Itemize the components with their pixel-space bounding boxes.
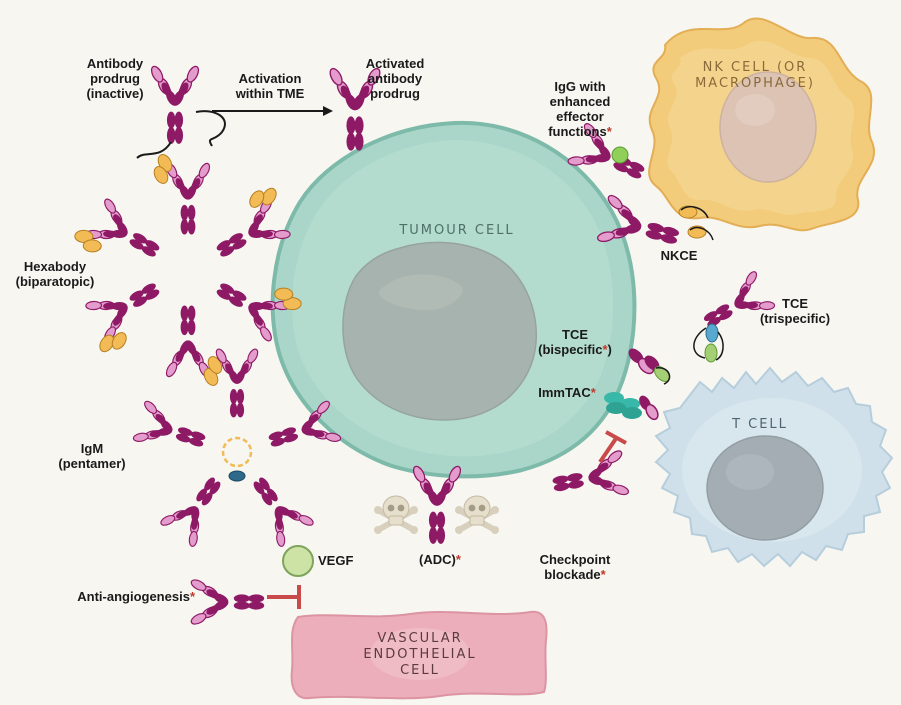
asterisk-immtac: *: [590, 385, 596, 400]
hexabody-line-2: (biparatopic): [15, 274, 95, 289]
activated-prodrug-label: Activated antibody prodrug: [350, 56, 440, 101]
vascular-label-line-3: CELL: [400, 663, 440, 678]
vascular-endothelial-cell: [290, 610, 548, 700]
activated-prodrug-line-1: Activated: [365, 56, 425, 71]
tce-bispecific-text: (bispecific: [538, 342, 603, 357]
j-chain: [228, 470, 246, 482]
igm-line-1: IgM: [80, 441, 104, 456]
igg-enhanced-line-2: enhanced: [549, 94, 611, 109]
tce-bispecific-line-2: (bispecific*): [525, 342, 625, 357]
asterisk-adc: *: [455, 552, 461, 567]
antibody-prodrug-line-1: Antibody: [86, 56, 144, 71]
anti-angiogenesis-text: Anti-angiogenesis: [77, 589, 190, 604]
nkce-label: NKCE: [660, 248, 698, 263]
t-cell: [654, 366, 894, 568]
tce-trispecific-line-2: (trispecific): [759, 311, 831, 326]
igg-enhanced-label: IgG with enhanced effector functions*: [530, 79, 630, 139]
tce-trispecific-label: TCE (trispecific): [745, 296, 845, 326]
hexabody-label: Hexabody (biparatopic): [5, 259, 105, 289]
tumour-cell: [270, 120, 637, 479]
nk-label-line-1: NK CELL (OR: [702, 60, 808, 75]
activation-arrow: [212, 106, 333, 116]
nkce-antibody: [594, 191, 714, 263]
activated-prodrug-line-3: prodrug: [370, 86, 420, 101]
t-cell-nucleus: [706, 435, 824, 541]
anti-angiogenesis-label: Anti-angiogenesis*: [40, 589, 195, 604]
igg-enhanced-effector: [564, 119, 654, 197]
igm-line-2: (pentamer): [58, 456, 126, 471]
activation-line-2: within TME: [235, 86, 305, 101]
nk-cell-label: NK CELL (OR MACROPHAGE): [680, 60, 830, 92]
tce-bispecific-line-1: TCE: [562, 327, 588, 342]
asterisk-tce: *: [602, 342, 608, 357]
asterisk-anti-angiogenesis: *: [189, 589, 195, 604]
nk-label-line-2: MACROPHAGE): [695, 76, 815, 91]
checkpoint-label: Checkpoint blockade*: [525, 552, 625, 582]
immtac-text: ImmTAC: [538, 385, 591, 400]
igm-pentamer: [130, 346, 344, 551]
asterisk-checkpoint: *: [600, 567, 606, 582]
inhibit-symbol: [598, 435, 619, 464]
tumour-cell-label: TUMOUR CELL: [399, 223, 515, 238]
vascular-cell-label: VASCULAR ENDOTHELIAL CELL: [355, 631, 485, 679]
tumour-nucleus: [342, 241, 538, 421]
checkpoint-line-2: blockade*: [525, 567, 625, 582]
hexabody: [74, 154, 302, 386]
igg-enhanced-line-4-text: functions: [548, 124, 607, 139]
checkpoint-line-1: Checkpoint: [539, 552, 611, 567]
tce-bispecific-close: ): [607, 342, 612, 357]
immtac: [604, 392, 659, 421]
vascular-label-line-2: ENDOTHELIAL: [363, 647, 477, 662]
adc-text: (ADC): [419, 552, 456, 567]
anti-angiogenesis-antibody: [188, 577, 301, 627]
antibody-prodrug-inactive: [136, 63, 226, 159]
igg-enhanced-line-3: effector: [556, 109, 604, 124]
tce-trispecific: [693, 267, 779, 363]
igm-label: IgM (pentamer): [52, 441, 132, 471]
tce-trispecific-line-1: TCE: [782, 296, 808, 311]
vegf-label: VEGF: [318, 553, 354, 568]
adc-label: (ADC)*: [405, 552, 475, 567]
tce-bispecific-label: TCE (bispecific*): [525, 327, 625, 357]
activated-prodrug-line-2: antibody: [367, 71, 423, 86]
checkpoint-blockade: [548, 430, 632, 510]
antibody-prodrug-label: Antibody prodrug (inactive): [65, 56, 165, 101]
nk-cell: [648, 17, 875, 232]
igg-enhanced-line-1: IgG with: [554, 79, 606, 94]
vegf-molecule: [282, 545, 314, 577]
hexabody-line-1: Hexabody: [23, 259, 87, 274]
vascular-label-line-1: VASCULAR: [377, 631, 463, 646]
immtac-label: ImmTAC*: [532, 385, 602, 400]
asterisk-igg: *: [606, 124, 612, 139]
activation-label: Activation within TME: [220, 71, 320, 101]
antibody-prodrug-line-3: (inactive): [86, 86, 144, 101]
igg-enhanced-line-4: functions*: [530, 124, 630, 139]
t-cell-label: T CELL: [732, 417, 788, 432]
tce-bispecific: [628, 348, 671, 385]
checkpoint-line-2-text: blockade: [544, 567, 601, 582]
activation-line-1: Activation: [238, 71, 302, 86]
antibody-prodrug-line-2: prodrug: [90, 71, 140, 86]
